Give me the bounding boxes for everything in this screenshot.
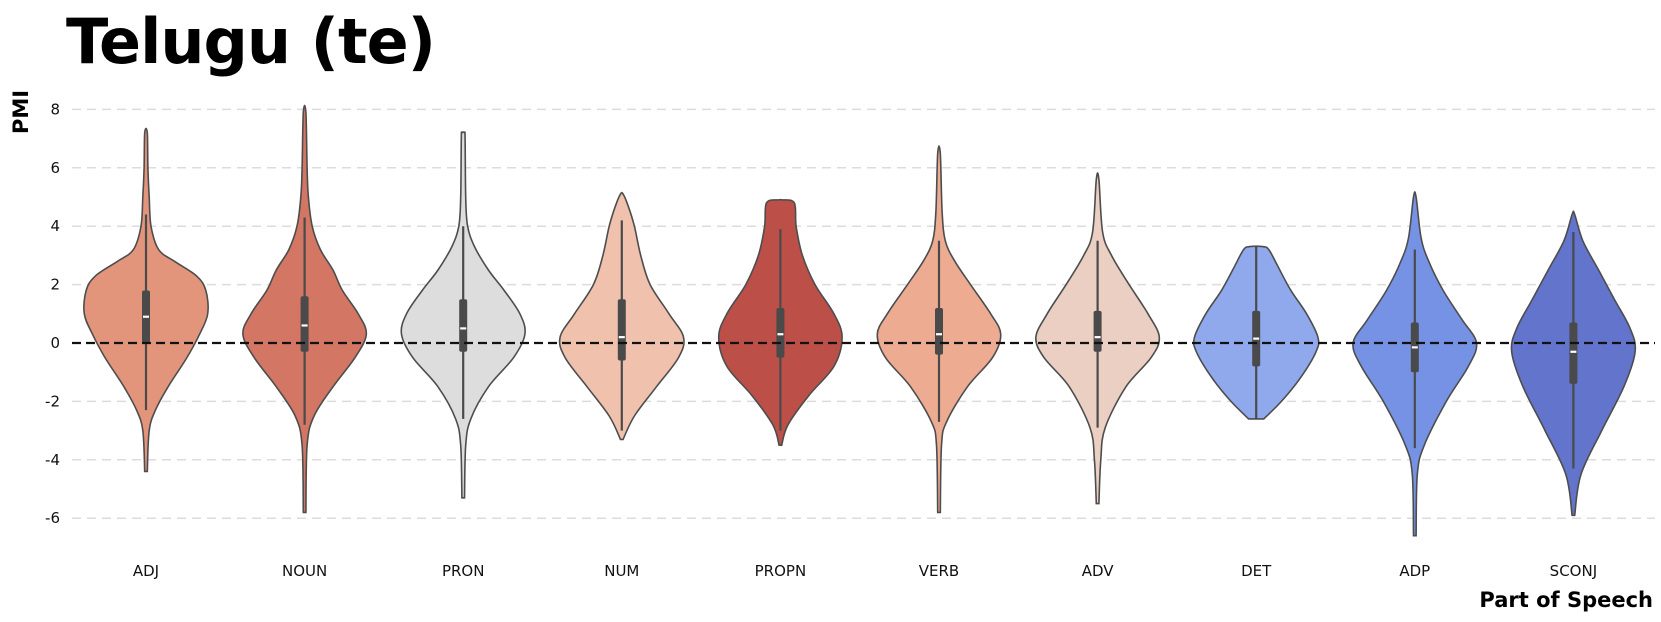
violin-verb xyxy=(876,145,1002,514)
x-tick-label: NUM xyxy=(604,562,639,580)
violin-propn xyxy=(717,198,843,446)
y-axis-ticks: 8 6 4 2 0 -2 -4 -6 xyxy=(45,100,60,527)
x-tick-label: ADJ xyxy=(133,562,159,580)
violin-adv xyxy=(1035,172,1161,505)
y-tick-label: 6 xyxy=(50,159,60,177)
chart-title: Telugu (te) xyxy=(66,5,436,78)
x-tick-label: ADP xyxy=(1399,562,1430,580)
violin-pron xyxy=(400,131,526,499)
x-tick-label: DET xyxy=(1241,562,1272,580)
violin-noun xyxy=(242,104,368,514)
violin-num xyxy=(558,191,685,441)
x-axis-label: Part of Speech xyxy=(1479,588,1653,612)
x-tick-label: PROPN xyxy=(755,562,807,580)
violin-iqr-box xyxy=(300,296,309,352)
violin-iqr-box xyxy=(776,307,785,358)
violin-adj xyxy=(83,127,209,473)
y-tick-label: 4 xyxy=(50,217,60,235)
x-tick-label: SCONJ xyxy=(1550,562,1597,580)
x-axis-categories: ADJ NOUN PRON NUM PROPN VERB ADV DET ADP SCONJ xyxy=(133,562,1597,580)
violins xyxy=(83,104,1637,537)
violin-det xyxy=(1192,245,1320,420)
x-tick-label: VERB xyxy=(919,562,959,580)
x-tick-label: PRON xyxy=(442,562,485,580)
y-tick-label: -4 xyxy=(45,451,60,469)
violin-iqr-box xyxy=(459,299,468,352)
y-axis-label: PMI xyxy=(9,90,33,134)
y-tick-label: 0 xyxy=(50,334,60,352)
violin-iqr-box xyxy=(1093,310,1102,352)
violin-iqr-box xyxy=(935,307,943,355)
y-tick-label: 2 xyxy=(50,276,60,294)
violin-adp xyxy=(1352,191,1478,537)
violin-iqr-box xyxy=(617,299,626,361)
y-tick-label: 8 xyxy=(50,100,60,118)
x-tick-label: ADV xyxy=(1082,562,1115,580)
x-tick-label: NOUN xyxy=(282,562,327,580)
y-tick-label: -2 xyxy=(45,392,60,410)
violin-iqr-box xyxy=(1569,322,1578,384)
violin-sconj xyxy=(1510,210,1637,517)
y-tick-label: -6 xyxy=(45,509,60,527)
